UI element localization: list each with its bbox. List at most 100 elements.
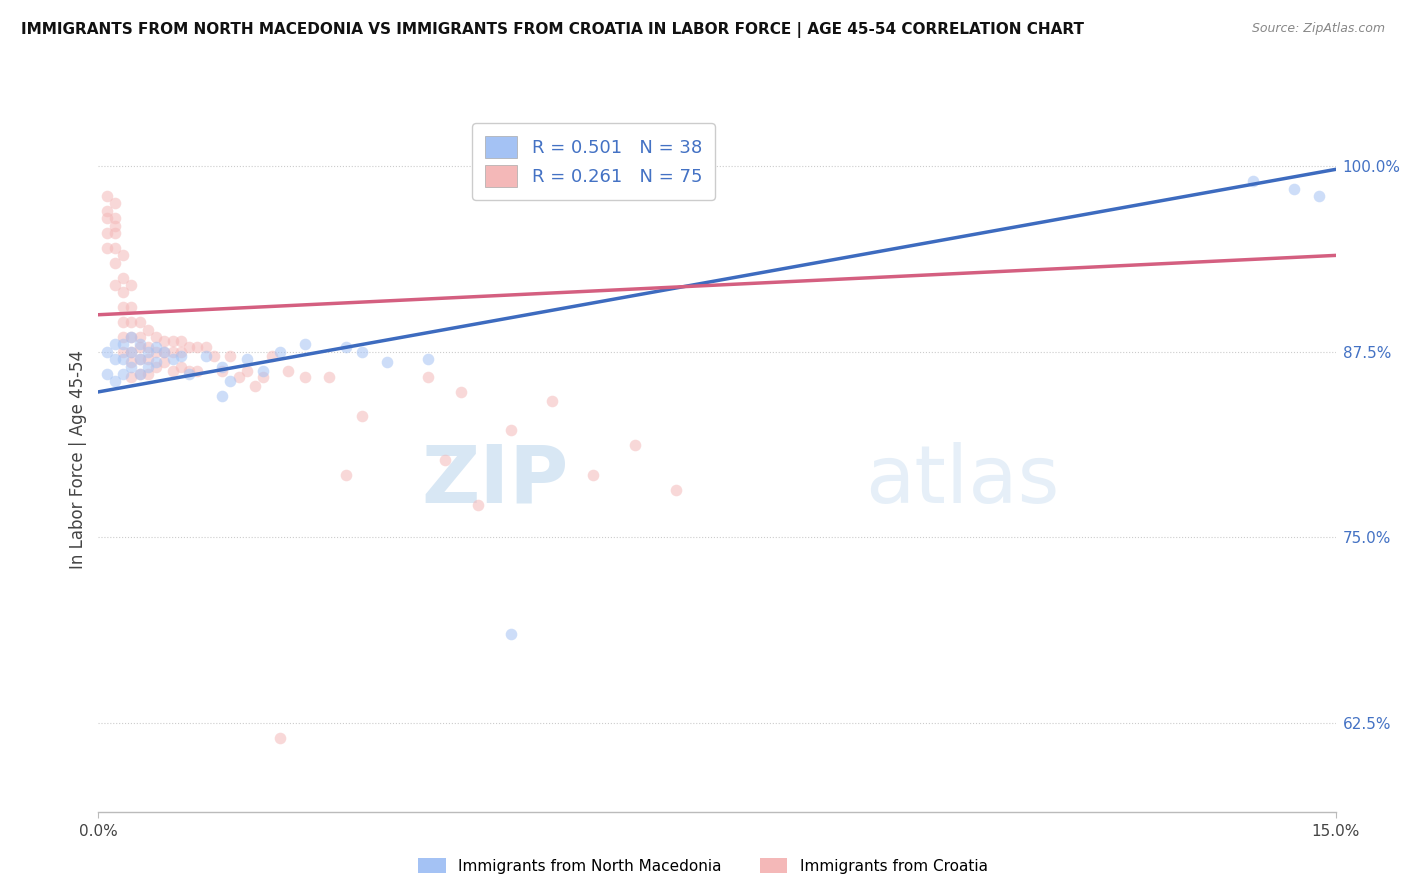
Point bbox=[294, 370, 316, 384]
Point bbox=[120, 301, 142, 315]
Point bbox=[219, 349, 242, 363]
Point bbox=[128, 352, 150, 367]
Point bbox=[96, 203, 118, 218]
Point bbox=[104, 337, 127, 351]
Point bbox=[318, 370, 340, 384]
Point bbox=[120, 330, 142, 344]
Point bbox=[145, 355, 167, 369]
Point bbox=[252, 364, 274, 378]
Point bbox=[145, 344, 167, 359]
Point bbox=[294, 337, 316, 351]
Point bbox=[186, 340, 208, 354]
Point bbox=[96, 344, 118, 359]
Point bbox=[153, 344, 176, 359]
Point bbox=[236, 364, 259, 378]
Point bbox=[112, 315, 135, 329]
Point bbox=[120, 278, 142, 293]
Point bbox=[120, 330, 142, 344]
Point bbox=[623, 438, 645, 452]
Point bbox=[104, 226, 127, 240]
Point bbox=[112, 337, 135, 351]
Point bbox=[418, 370, 440, 384]
Point bbox=[162, 334, 184, 349]
Point bbox=[194, 340, 217, 354]
Point bbox=[145, 340, 167, 354]
Point bbox=[112, 248, 135, 262]
Point bbox=[96, 189, 118, 203]
Point bbox=[252, 370, 274, 384]
Point bbox=[128, 367, 150, 381]
Point bbox=[104, 278, 127, 293]
Point bbox=[269, 344, 291, 359]
Text: atlas: atlas bbox=[866, 442, 1060, 519]
Point bbox=[179, 367, 201, 381]
Point bbox=[665, 483, 688, 497]
Point bbox=[136, 359, 159, 374]
Point bbox=[104, 256, 127, 270]
Point bbox=[120, 355, 142, 369]
Point bbox=[128, 367, 150, 381]
Point bbox=[120, 370, 142, 384]
Point bbox=[128, 330, 150, 344]
Point bbox=[112, 367, 135, 381]
Point bbox=[186, 364, 208, 378]
Point bbox=[260, 349, 283, 363]
Point bbox=[96, 211, 118, 226]
Point bbox=[96, 226, 118, 240]
Point bbox=[582, 467, 605, 482]
Point bbox=[128, 352, 150, 367]
Point bbox=[162, 344, 184, 359]
Point bbox=[96, 241, 118, 255]
Point bbox=[120, 344, 142, 359]
Point bbox=[269, 731, 291, 745]
Point bbox=[136, 367, 159, 381]
Point bbox=[120, 315, 142, 329]
Point bbox=[162, 364, 184, 378]
Point bbox=[243, 379, 266, 393]
Point bbox=[112, 301, 135, 315]
Point bbox=[236, 352, 259, 367]
Point bbox=[179, 364, 201, 378]
Text: ZIP: ZIP bbox=[422, 442, 568, 519]
Point bbox=[335, 467, 357, 482]
Point bbox=[120, 359, 142, 374]
Point bbox=[499, 424, 522, 438]
Point bbox=[128, 337, 150, 351]
Point bbox=[170, 344, 193, 359]
Point bbox=[120, 344, 142, 359]
Point bbox=[211, 359, 233, 374]
Point bbox=[202, 349, 225, 363]
Point bbox=[170, 359, 193, 374]
Point bbox=[433, 453, 456, 467]
Point bbox=[112, 285, 135, 300]
Point bbox=[162, 352, 184, 367]
Point bbox=[128, 340, 150, 354]
Point bbox=[136, 340, 159, 354]
Point bbox=[112, 344, 135, 359]
Point bbox=[194, 349, 217, 363]
Point bbox=[211, 389, 233, 403]
Point bbox=[335, 340, 357, 354]
Point bbox=[219, 375, 242, 389]
Point bbox=[104, 219, 127, 233]
Legend: Immigrants from North Macedonia, Immigrants from Croatia: Immigrants from North Macedonia, Immigra… bbox=[412, 852, 994, 880]
Text: IMMIGRANTS FROM NORTH MACEDONIA VS IMMIGRANTS FROM CROATIA IN LABOR FORCE | AGE : IMMIGRANTS FROM NORTH MACEDONIA VS IMMIG… bbox=[21, 22, 1084, 38]
Point bbox=[153, 344, 176, 359]
Point bbox=[153, 334, 176, 349]
Point bbox=[136, 352, 159, 367]
Point bbox=[96, 367, 118, 381]
Text: Source: ZipAtlas.com: Source: ZipAtlas.com bbox=[1251, 22, 1385, 36]
Point bbox=[418, 352, 440, 367]
Point bbox=[145, 330, 167, 344]
Point bbox=[467, 498, 489, 512]
Point bbox=[145, 359, 167, 374]
Point bbox=[104, 375, 127, 389]
Point bbox=[112, 352, 135, 367]
Point bbox=[499, 626, 522, 640]
Point bbox=[211, 364, 233, 378]
Point bbox=[153, 355, 176, 369]
Point bbox=[170, 349, 193, 363]
Point bbox=[112, 330, 135, 344]
Point bbox=[112, 270, 135, 285]
Point bbox=[1308, 189, 1330, 203]
